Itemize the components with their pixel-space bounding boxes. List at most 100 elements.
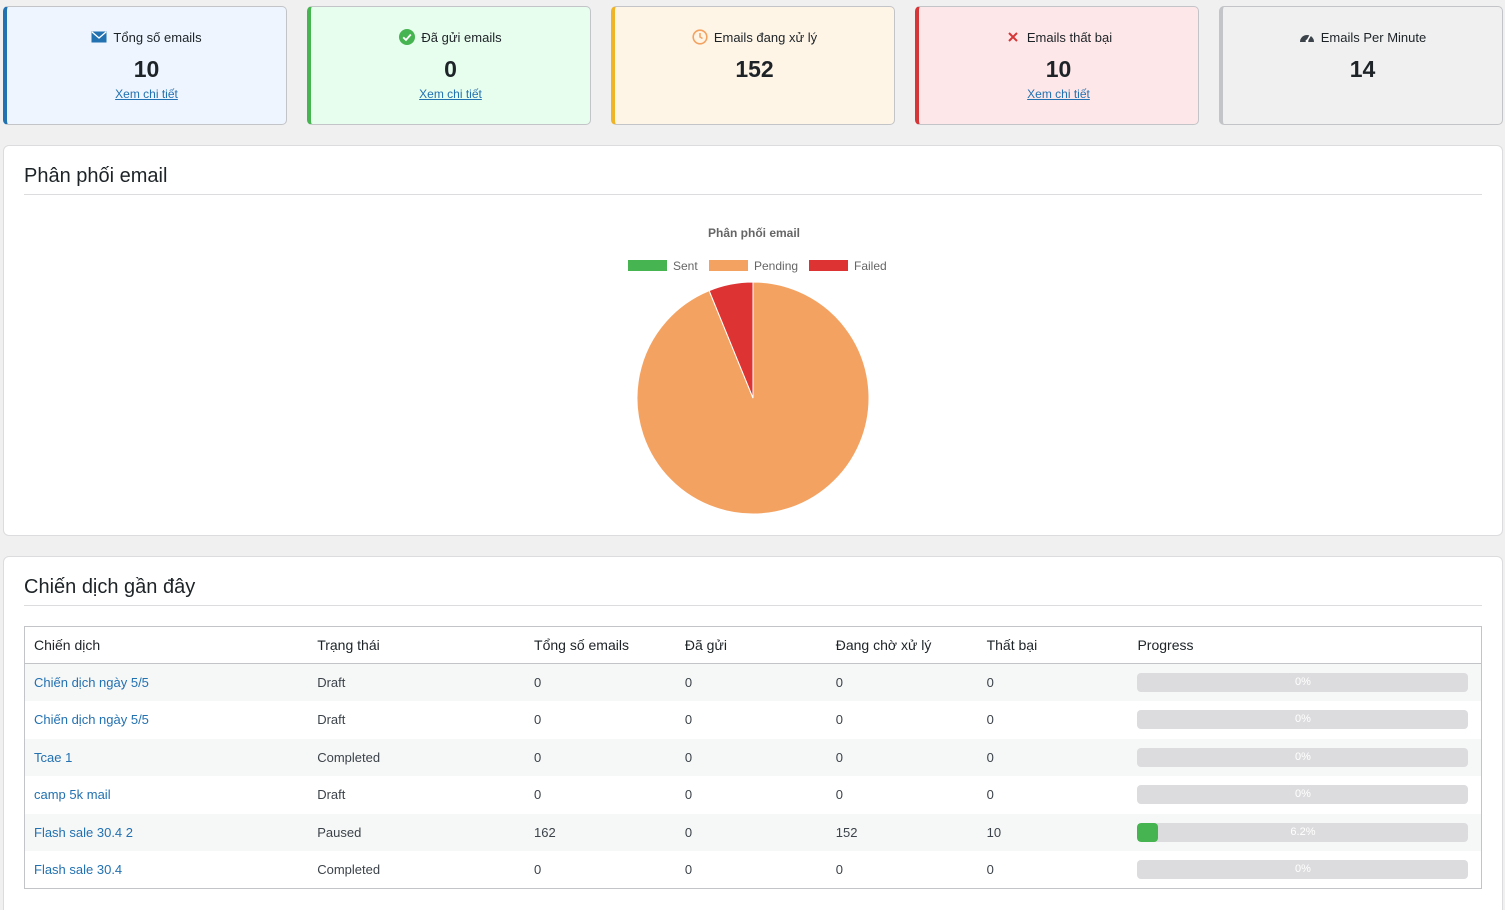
speedometer-icon: [1299, 29, 1315, 45]
cell-failed: 0: [986, 712, 994, 728]
campaign-link[interactable]: Chiến dịch ngày 5/5: [34, 712, 149, 728]
distribution-panel: Phân phối email Phân phối email Sent Pend…: [3, 145, 1503, 536]
chart-title: Phân phối email: [708, 226, 800, 240]
cell-sent: 0: [684, 862, 693, 877]
progress-bar: 0%: [1137, 785, 1469, 805]
stat-card-sent: Đã gửi emails 0 Xem chi tiết: [307, 6, 591, 125]
cell-status: Draft: [317, 712, 346, 728]
envelope-icon: [91, 29, 107, 45]
cell-failed: 0: [986, 787, 994, 803]
cell-failed: 0: [986, 862, 994, 877]
progress-bar: 0%: [1137, 860, 1469, 879]
progress-bar: 6.2%: [1137, 822, 1469, 842]
cell-total: 162: [525, 813, 676, 851]
legend-label-pending[interactable]: Pending: [754, 259, 798, 273]
cell-pending: 0: [826, 738, 978, 776]
column-header: Đã gửi: [675, 626, 827, 664]
cell-sent: 0: [675, 663, 827, 701]
cell-sent: 0: [684, 712, 693, 728]
stat-card-rate: Emails Per Minute 14: [1219, 6, 1503, 125]
cell-failed: 0: [977, 738, 1129, 776]
table-row: camp 5k mail Draft 0 0 0 0 0%: [25, 776, 1482, 814]
column-header: Đang chờ xử lý: [826, 626, 978, 664]
table-row: Chiến dịch ngày 5/5 Draft 0 0 0 0 0%: [24, 663, 1482, 701]
table-row: Flash sale 30.4 2 Paused 162 0 152 10 6.2%: [24, 813, 1482, 851]
cell-sent: 0: [675, 738, 827, 776]
column-header: Trạng thái: [308, 626, 526, 664]
progress-label: 6.2%: [1290, 825, 1316, 838]
cell-pending: 0: [826, 663, 978, 701]
cell-status: Paused: [308, 813, 526, 851]
cell-pending: 0: [835, 862, 843, 877]
stat-card-total: Tổng số emails 10 Xem chi tiết: [3, 6, 287, 125]
stat-label: Tổng số emails: [113, 29, 202, 45]
campaigns-panel: Chiến dịch gần đây Chiến dịch Trạng thái T…: [3, 556, 1503, 910]
legend-label-failed[interactable]: Failed: [854, 259, 887, 273]
panel-heading: Chiến dịch gần đây: [24, 576, 196, 598]
stat-value: 0: [444, 56, 457, 82]
pie-chart: Phân phối email Sent Pending Failed: [628, 226, 887, 515]
progress-fill: [1137, 822, 1158, 842]
cell-status: Completed: [308, 738, 526, 776]
table-row: Chiến dịch ngày 5/5 Draft 0 0 0 0 0%: [25, 701, 1482, 739]
campaign-link[interactable]: Flash sale 30.4 2: [34, 824, 134, 840]
cell-total: 0: [525, 738, 676, 776]
progress-label: 0%: [1295, 863, 1311, 875]
pie-slices: [636, 281, 870, 515]
pie-slice-failed[interactable]: [708, 281, 754, 399]
legend-swatch-failed[interactable]: [809, 260, 848, 271]
stat-card-failed: Emails thất bại 10 Xem chi tiết: [915, 6, 1199, 125]
progress-label: 0%: [1295, 788, 1311, 801]
progress-label: 0%: [1295, 713, 1311, 726]
stat-value: 10: [133, 56, 160, 82]
cell-sent: 0: [684, 787, 693, 803]
campaign-link[interactable]: Tcae 1: [34, 749, 73, 765]
cell-status: Draft: [308, 663, 526, 701]
view-details-link[interactable]: Xem chi tiết: [1027, 87, 1090, 101]
cell-pending: 152: [826, 813, 978, 851]
progress-bar: 0%: [1137, 673, 1469, 692]
progress-label: 0%: [1295, 676, 1311, 688]
chart-legend: Sent Pending Failed: [628, 259, 887, 273]
x-icon: [1005, 29, 1021, 45]
cell-pending: 0: [835, 712, 843, 728]
cell-sent: 0: [675, 813, 827, 851]
campaigns-table: Chiến dịch Trạng thái Tổng số emails Đã gửi…: [24, 626, 1482, 889]
legend-label-sent[interactable]: Sent: [673, 259, 698, 273]
progress-bar: 0%: [1137, 747, 1469, 767]
table-row: Tcae 1 Completed 0 0 0 0 0%: [24, 738, 1482, 776]
table-header-row: Chiến dịch Trạng thái Tổng số emails Đã gửi…: [24, 626, 1482, 664]
stat-card-pending: Emails đang xử lý 152: [611, 6, 895, 125]
progress-label: 0%: [1295, 750, 1311, 763]
stat-value: 152: [735, 56, 774, 82]
column-header: Tổng số emails: [525, 626, 676, 664]
stat-label: Emails thất bại: [1026, 29, 1113, 45]
column-header: Progress: [1128, 626, 1482, 664]
legend-swatch-sent[interactable]: [628, 260, 667, 271]
campaign-link[interactable]: Flash sale 30.4: [34, 862, 123, 877]
cell-total: 0: [534, 712, 542, 728]
stat-label: Emails đang xử lý: [713, 29, 818, 45]
progress-bar: 0%: [1137, 710, 1469, 730]
view-details-link[interactable]: Xem chi tiết: [419, 87, 482, 101]
cell-failed: 0: [977, 663, 1129, 701]
stat-value: 14: [1349, 56, 1376, 82]
panel-heading: Phân phối email: [24, 165, 168, 187]
column-header: Thất bại: [977, 626, 1129, 664]
stat-label: Emails Per Minute: [1320, 29, 1427, 45]
column-header: Chiến dịch: [24, 626, 309, 664]
cell-failed: 10: [977, 813, 1129, 851]
view-details-link[interactable]: Xem chi tiết: [115, 87, 178, 101]
table-row: Flash sale 30.4 Completed 0 0 0 0 0%: [25, 851, 1482, 889]
campaign-link[interactable]: Chiến dịch ngày 5/5: [34, 675, 149, 690]
legend-swatch-pending[interactable]: [709, 260, 748, 271]
stat-value: 10: [1045, 56, 1072, 82]
cell-status: Draft: [317, 787, 346, 803]
stats-row: Tổng số emails 10 Xem chi tiết Đã gửi em…: [3, 6, 1503, 125]
check-circle-icon: [399, 29, 416, 45]
cell-total: 0: [525, 663, 676, 701]
campaign-link[interactable]: camp 5k mail: [34, 787, 111, 803]
cell-total: 0: [534, 862, 542, 877]
clock-icon: [692, 29, 708, 45]
cell-pending: 0: [835, 787, 843, 803]
